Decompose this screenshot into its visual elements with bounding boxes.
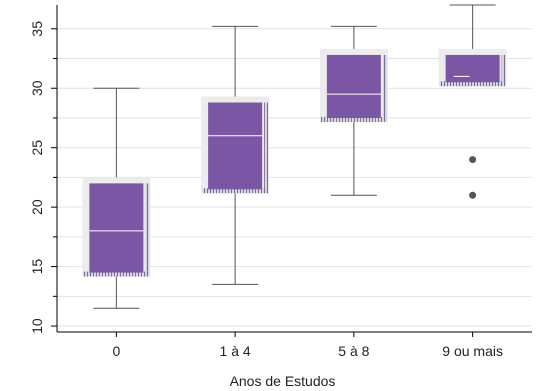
box-hatch-right <box>264 102 269 193</box>
box-series <box>82 4 507 309</box>
y-tick-label: 35 <box>29 21 45 37</box>
box-hatch-bottom <box>202 188 269 194</box>
y-tick-label: 25 <box>29 140 45 156</box>
y-tick-label: 30 <box>29 80 45 96</box>
box-hatch-bottom <box>320 116 387 122</box>
box-hatch-right <box>145 183 150 276</box>
box-hatch-bottom <box>83 271 150 277</box>
box-1 <box>201 25 270 285</box>
outlier-point <box>469 156 477 164</box>
y-tick-label: 15 <box>29 259 45 275</box>
box-body <box>89 183 144 273</box>
box-hatch-right <box>501 54 506 86</box>
x-axis-ticks: 0 1 à 4 5 à 8 9 ou mais <box>112 332 503 359</box>
x-tick-label: 5 à 8 <box>338 343 369 359</box>
x-tick-label: 0 <box>112 343 120 359</box>
box-0 <box>82 87 151 309</box>
y-axis-ticks: 10 15 20 25 30 35 <box>29 21 57 334</box>
box-2 <box>319 25 388 196</box>
y-tick-label: 20 <box>29 199 45 215</box>
box-hatch-bottom <box>439 81 506 87</box>
x-tick-label: 9 ou mais <box>442 343 503 359</box>
box-3 <box>438 4 507 199</box>
x-tick-label: 1 à 4 <box>220 343 251 359</box>
box-body <box>208 102 263 190</box>
box-hatch-right <box>382 54 387 121</box>
y-tick-label: 10 <box>29 318 45 334</box>
outlier-point <box>469 191 477 199</box>
box-body <box>445 54 500 83</box>
box-body <box>326 54 381 118</box>
x-axis-title: Anos de Estudos <box>230 373 336 389</box>
